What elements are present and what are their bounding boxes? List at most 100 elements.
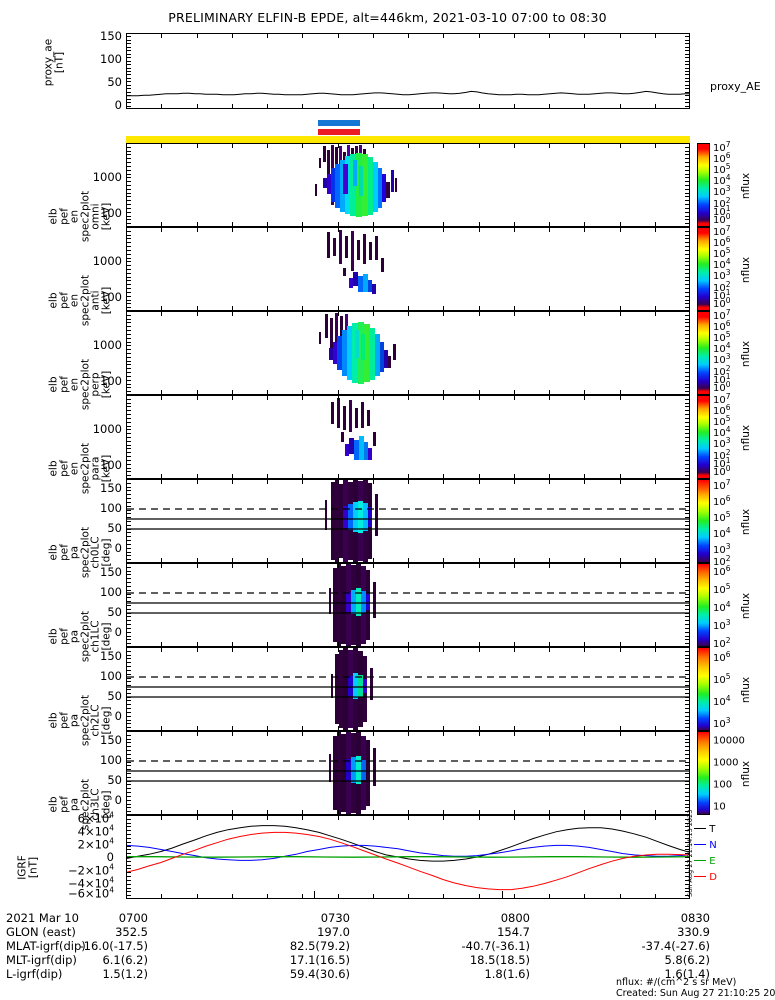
colorbar-pa-ch3lc-title: nflux [740,760,753,788]
science-zone-bar-blue [318,120,360,126]
cbar-tick: 105 [713,329,731,345]
cbar-tick: 102 [713,635,731,651]
cbar-tick: 10 [713,801,726,813]
bottom-cell: 330.9 [677,925,710,939]
cbar-tick: 102 [713,447,731,463]
panel-pa-ch3lc [126,731,690,815]
cbar-tick: 106 [713,563,731,579]
cbar-tick: 100 [713,295,731,311]
panel-pa-ch0lc-yticks: 150 100 50 0 [78,479,122,563]
ytick: 100 [100,753,122,767]
axis-title-line: [nT] [53,51,65,74]
en-para-spectrogram [331,398,376,460]
bottom-cell: 1.6(1.4) [664,967,710,981]
bottom-cell: -16.0(-17.5) [79,939,148,953]
cbar-tick: 101 [713,203,731,219]
cbar-tick: 10000 [713,735,745,747]
cbar-tick: 1000 [713,757,739,769]
igrf-legend: T N E D [694,825,717,889]
cbar-tick: 101 [713,287,731,303]
cbar-tick: 107 [713,307,731,323]
cbar-tick: 103 [713,715,731,731]
ytick: 150 [100,565,122,579]
colorbar-pa-ch0lc-title: nflux [740,508,753,536]
proxy-ae-trace [127,90,689,97]
cbar-tick: 103 [713,541,731,557]
colorbar-pa-ch3lc [697,731,710,815]
colorbar-pa-ch2lc [697,647,710,731]
page-title: PRELIMINARY ELFIN-B EPDE, alt=446km, 202… [168,10,607,25]
bottom-row-label: L-igrf(dip) [6,967,63,981]
bottom-cell: 0830 [680,911,710,925]
colorbar-en-omni-title: nflux [740,172,753,200]
ytick: 1000 [92,170,122,184]
cbar-tick: 104 [713,340,731,356]
pa-ch3lc-spectrogram [127,732,689,814]
cbar-tick: 106 [713,402,731,418]
bottom-cell: 59.4(30.6) [289,967,350,981]
ytick: −6×104 [67,885,114,901]
cbar-tick: 102 [713,195,731,211]
cbar-tick: 105 [713,245,731,261]
axis-title-line: proxy_ae [42,38,55,87]
igrf-legend-label: N [709,840,717,851]
panel-igrf-axis-title: IGRF [nT] [17,838,40,898]
en-omni-spectrogram [315,145,397,217]
colorbar-en-perp-title: nflux [740,340,753,368]
bottom-cell: 197.0 [317,925,350,939]
cbar-tick: 106 [713,150,731,166]
ytick: 0 [114,709,122,723]
igrf-traces [127,825,689,891]
panel-pa-ch3lc-yticks: 150 100 50 0 [78,731,122,815]
panel-proxy-ae [126,33,690,109]
cbar-tick: 100 [713,211,731,227]
panel-pa-ch2lc-yticks: 150 100 50 0 [78,647,122,731]
ytick: 100 [100,501,122,515]
ytick: 100 [100,458,122,472]
footer-created: Created: Sun Aug 27 21:10:25 2023 [616,988,775,999]
ytick: 50 [107,773,122,787]
ytick: 150 [100,481,122,495]
panel-igrf-yticks: 6×104 4×104 2×104 0 −2×104 −4×104 −6×104 [67,811,114,901]
cbar-tick: 103 [713,351,731,367]
panel-en-perp-yticks: 1000 100 [78,311,122,395]
ytick: 0 [114,98,122,112]
cbar-tick: 100 [713,463,731,479]
igrf-legend-item-t: T [694,825,717,841]
ytick: 150 [100,29,122,43]
cbar-tick: 102 [713,363,731,379]
cbar-tick: 107 [713,391,731,407]
cbar-tick: 104 [713,172,731,188]
bottom-cell: 1.5(1.2) [102,967,148,981]
bottom-row-label: GLON (east) [6,925,76,939]
bottom-cell: 0730 [320,911,350,925]
igrf-legend-label: E [709,856,716,867]
ytick: −4×104 [67,875,114,891]
colorbar-en-perp [697,311,710,395]
cbar-tick: 104 [713,256,731,272]
bottom-cell: 352.5 [115,925,148,939]
panel-en-anti [126,227,690,311]
bottom-cell: 17.1(16.5) [289,953,350,967]
cbar-tick: 105 [713,671,731,687]
cbar-tick: 103 [713,267,731,283]
pa-ch2lc-spectrogram [127,648,689,730]
ytick: 100 [100,669,122,683]
panel-en-omni [126,143,690,227]
cbar-tick: 103 [713,183,731,199]
cbar-tick: 102 [713,553,731,569]
cbar-tick: 104 [713,599,731,615]
ytick: 0 [114,793,122,807]
cbar-tick: 103 [713,617,731,633]
colorbar-en-omni [697,143,710,227]
ytick: 6×104 [77,810,114,826]
panel-proxy-ae-yticks: 150 100 50 0 [78,29,122,112]
ytick: 0 [114,541,122,555]
ytick: 1000 [92,422,122,436]
science-zone-bar-red [318,129,360,135]
ytick: 100 [100,585,122,599]
colorbar-en-anti [697,227,710,311]
colorbar-en-anti-title: nflux [740,256,753,284]
ytick: 2×104 [77,836,114,852]
